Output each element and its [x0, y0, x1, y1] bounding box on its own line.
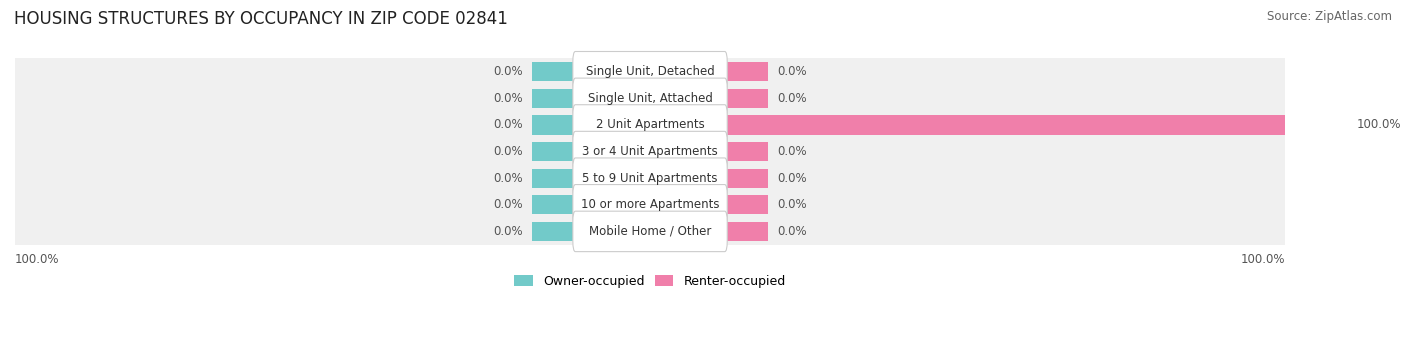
- Text: 0.0%: 0.0%: [778, 198, 807, 211]
- FancyBboxPatch shape: [572, 78, 727, 119]
- Text: 0.0%: 0.0%: [492, 118, 523, 131]
- Bar: [724, 115, 1347, 135]
- Text: 0.0%: 0.0%: [492, 145, 523, 158]
- Bar: [724, 168, 768, 188]
- Text: 100.0%: 100.0%: [1240, 253, 1285, 266]
- Bar: [11, 138, 1288, 165]
- Bar: [531, 142, 575, 161]
- Bar: [531, 222, 575, 241]
- Bar: [724, 195, 768, 214]
- Text: Single Unit, Attached: Single Unit, Attached: [588, 92, 713, 105]
- Bar: [531, 195, 575, 214]
- Text: 0.0%: 0.0%: [778, 65, 807, 78]
- Legend: Owner-occupied, Renter-occupied: Owner-occupied, Renter-occupied: [509, 270, 790, 293]
- Text: 0.0%: 0.0%: [492, 172, 523, 185]
- Bar: [11, 165, 1288, 192]
- Bar: [724, 62, 768, 81]
- Bar: [11, 112, 1288, 138]
- FancyBboxPatch shape: [572, 51, 727, 92]
- Bar: [11, 85, 1288, 112]
- Bar: [531, 115, 575, 135]
- Text: 100.0%: 100.0%: [1357, 118, 1402, 131]
- Bar: [724, 142, 768, 161]
- Text: 0.0%: 0.0%: [492, 92, 523, 105]
- Text: 100.0%: 100.0%: [15, 253, 59, 266]
- FancyBboxPatch shape: [572, 184, 727, 225]
- Text: 0.0%: 0.0%: [778, 225, 807, 238]
- Text: 3 or 4 Unit Apartments: 3 or 4 Unit Apartments: [582, 145, 718, 158]
- Bar: [724, 89, 768, 108]
- Text: Single Unit, Detached: Single Unit, Detached: [586, 65, 714, 78]
- Text: 5 to 9 Unit Apartments: 5 to 9 Unit Apartments: [582, 172, 718, 185]
- Bar: [11, 218, 1288, 245]
- Text: 10 or more Apartments: 10 or more Apartments: [581, 198, 720, 211]
- FancyBboxPatch shape: [572, 105, 727, 145]
- Bar: [724, 222, 768, 241]
- Text: Mobile Home / Other: Mobile Home / Other: [589, 225, 711, 238]
- Bar: [11, 58, 1288, 85]
- FancyBboxPatch shape: [572, 211, 727, 252]
- Bar: [531, 62, 575, 81]
- FancyBboxPatch shape: [572, 131, 727, 172]
- Text: 0.0%: 0.0%: [778, 145, 807, 158]
- FancyBboxPatch shape: [572, 158, 727, 198]
- Text: 2 Unit Apartments: 2 Unit Apartments: [596, 118, 704, 131]
- Text: Source: ZipAtlas.com: Source: ZipAtlas.com: [1267, 10, 1392, 23]
- Text: 0.0%: 0.0%: [492, 225, 523, 238]
- Text: 0.0%: 0.0%: [492, 198, 523, 211]
- Text: HOUSING STRUCTURES BY OCCUPANCY IN ZIP CODE 02841: HOUSING STRUCTURES BY OCCUPANCY IN ZIP C…: [14, 10, 508, 28]
- Bar: [531, 168, 575, 188]
- Bar: [531, 89, 575, 108]
- Text: 0.0%: 0.0%: [492, 65, 523, 78]
- Bar: [11, 192, 1288, 218]
- Text: 0.0%: 0.0%: [778, 172, 807, 185]
- Text: 0.0%: 0.0%: [778, 92, 807, 105]
